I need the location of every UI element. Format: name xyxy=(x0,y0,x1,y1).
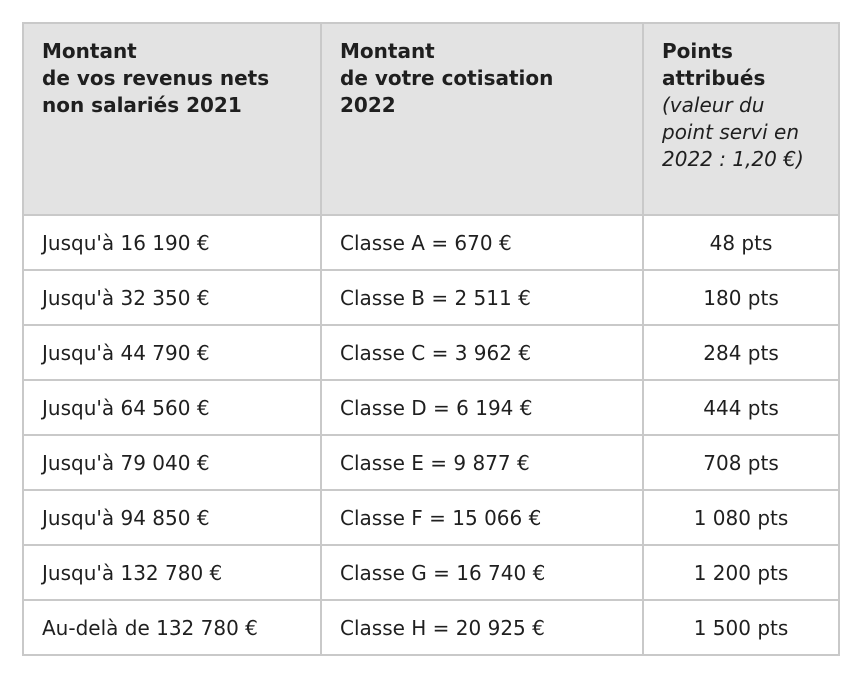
header-points-note: point servi en xyxy=(662,120,800,144)
contribution-cell: Classe E = 9 877 € xyxy=(320,434,644,491)
header-income-line: Montant xyxy=(42,39,137,63)
income-cell: Jusqu'à 16 190 € xyxy=(22,214,322,271)
income-cell: Jusqu'à 94 850 € xyxy=(22,489,322,546)
contribution-table-container: Montant de vos revenus nets non salariés… xyxy=(22,22,840,656)
header-points-line: Points xyxy=(662,39,733,63)
contribution-table: Montant de vos revenus nets non salariés… xyxy=(22,22,840,656)
header-income: Montant de vos revenus nets non salariés… xyxy=(22,22,322,216)
header-income-line: de vos revenus nets xyxy=(42,66,270,90)
table-header-row: Montant de vos revenus nets non salariés… xyxy=(22,22,840,216)
contribution-cell: Classe D = 6 194 € xyxy=(320,379,644,436)
table-row: Jusqu'à 44 790 € Classe C = 3 962 € 284 … xyxy=(22,324,840,381)
header-points-note: 2022 : 1,20 €) xyxy=(662,147,804,171)
contribution-cell: Classe H = 20 925 € xyxy=(320,599,644,656)
header-contribution: Montant de votre cotisation 2022 xyxy=(320,22,644,216)
contribution-cell: Classe C = 3 962 € xyxy=(320,324,644,381)
contribution-cell: Classe B = 2 511 € xyxy=(320,269,644,326)
points-cell: 1 500 pts xyxy=(642,599,840,656)
header-contribution-line: de votre cotisation xyxy=(340,66,554,90)
header-points-line: attribués xyxy=(662,66,766,90)
table-row: Jusqu'à 132 780 € Classe G = 16 740 € 1 … xyxy=(22,544,840,601)
points-cell: 444 pts xyxy=(642,379,840,436)
table-row: Jusqu'à 32 350 € Classe B = 2 511 € 180 … xyxy=(22,269,840,326)
income-cell: Jusqu'à 79 040 € xyxy=(22,434,322,491)
table-row: Jusqu'à 94 850 € Classe F = 15 066 € 1 0… xyxy=(22,489,840,546)
table-row: Jusqu'à 16 190 € Classe A = 670 € 48 pts xyxy=(22,214,840,271)
income-cell: Jusqu'à 32 350 € xyxy=(22,269,322,326)
header-points: Points attribués (valeur du point servi … xyxy=(642,22,840,216)
header-contribution-line: 2022 xyxy=(340,93,396,117)
income-cell: Jusqu'à 132 780 € xyxy=(22,544,322,601)
income-cell: Jusqu'à 64 560 € xyxy=(22,379,322,436)
points-cell: 284 pts xyxy=(642,324,840,381)
contribution-cell: Classe F = 15 066 € xyxy=(320,489,644,546)
header-contribution-line: Montant xyxy=(340,39,435,63)
table-row: Jusqu'à 79 040 € Classe E = 9 877 € 708 … xyxy=(22,434,840,491)
table-row: Au-delà de 132 780 € Classe H = 20 925 €… xyxy=(22,599,840,656)
header-points-note: (valeur du xyxy=(662,93,765,117)
contribution-cell: Classe A = 670 € xyxy=(320,214,644,271)
points-cell: 708 pts xyxy=(642,434,840,491)
header-income-line: non salariés 2021 xyxy=(42,93,242,117)
contribution-cell: Classe G = 16 740 € xyxy=(320,544,644,601)
points-cell: 1 080 pts xyxy=(642,489,840,546)
income-cell: Au-delà de 132 780 € xyxy=(22,599,322,656)
points-cell: 1 200 pts xyxy=(642,544,840,601)
table-row: Jusqu'à 64 560 € Classe D = 6 194 € 444 … xyxy=(22,379,840,436)
income-cell: Jusqu'à 44 790 € xyxy=(22,324,322,381)
points-cell: 48 pts xyxy=(642,214,840,271)
points-cell: 180 pts xyxy=(642,269,840,326)
